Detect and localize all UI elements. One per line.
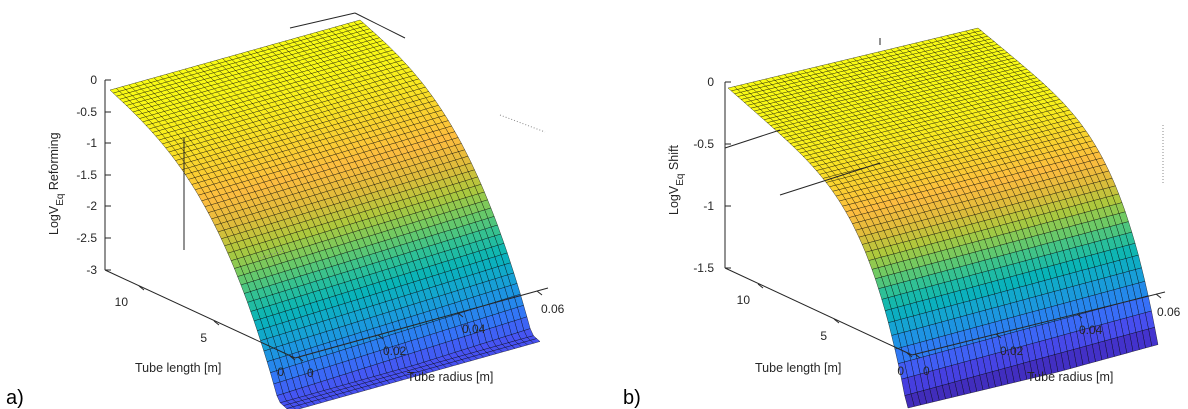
- z-label-b-sub: Eq: [675, 174, 686, 186]
- z-label-a-suffix: Reforming: [47, 132, 61, 193]
- z-tick-a-2: -1: [86, 136, 97, 150]
- dot-line-a1: [499, 114, 546, 133]
- panel-label-a: a): [6, 387, 24, 409]
- panel-label-b: b): [623, 387, 641, 409]
- x-tick-b-0: 0: [923, 364, 930, 378]
- z-tick-a-3: -1.5: [76, 168, 97, 182]
- y-tick-b-0: 0: [897, 364, 904, 378]
- x-label-b: Tube radius [m]: [1027, 370, 1113, 384]
- surface-a: [109, 19, 541, 409]
- x-tick-b-2: 0.04: [1079, 323, 1103, 337]
- z-tick-a-0: 0: [90, 73, 97, 87]
- y-tick-a-0: 0: [277, 365, 284, 379]
- x-tick-a-2: 0.04: [462, 322, 486, 336]
- z-label-b-main: LogV: [667, 185, 681, 215]
- z-tick-a-6: -3: [86, 263, 97, 277]
- z-tick-a-5: -2.5: [76, 231, 97, 245]
- x-tick-a-1: 0.02: [383, 344, 407, 358]
- z-label-a-sub: Eq: [55, 194, 66, 206]
- panel-b: 0 -0.5 -1 -1.5 10 5 0 0 0.02 0.04 0.06 T…: [623, 27, 1181, 409]
- z-tick-b-1: -0.5: [693, 137, 714, 151]
- z-tick-b-3: -1.5: [693, 261, 714, 275]
- inner-line-b1: [724, 129, 781, 149]
- z-label-a-main: LogV: [47, 205, 61, 235]
- x-label-a: Tube radius [m]: [407, 370, 493, 384]
- y-tick-b-5: 5: [820, 329, 827, 343]
- x-tick-a-0: 0: [307, 366, 314, 380]
- z-label-b: LogVEq Shift: [667, 145, 686, 215]
- z-label-a: LogVEq Reforming: [47, 132, 66, 235]
- surface-b: [727, 27, 1159, 409]
- z-tick-b-0: 0: [707, 75, 714, 89]
- y-tick-b-10: 10: [737, 293, 751, 307]
- x-tick-a-3: 0.06: [541, 302, 565, 316]
- y-tick-a-5: 5: [200, 331, 207, 345]
- z-label-b-suffix: Shift: [667, 145, 681, 174]
- panel-a: 0 -0.5 -1 -1.5 -2 -2.5 -3 10 5 0 0 0.02 …: [6, 12, 565, 409]
- z-tick-a-1: -0.5: [76, 105, 97, 119]
- y-tick-a-10: 10: [115, 295, 129, 309]
- x-tick-b-1: 0.02: [1000, 344, 1024, 358]
- y-label-b: Tube length [m]: [755, 361, 841, 375]
- z-tick-b-2: -1: [703, 199, 714, 213]
- z-tick-a-4: -2: [86, 199, 97, 213]
- x-tick-b-3: 0.06: [1157, 305, 1181, 319]
- y-label-a: Tube length [m]: [135, 361, 221, 375]
